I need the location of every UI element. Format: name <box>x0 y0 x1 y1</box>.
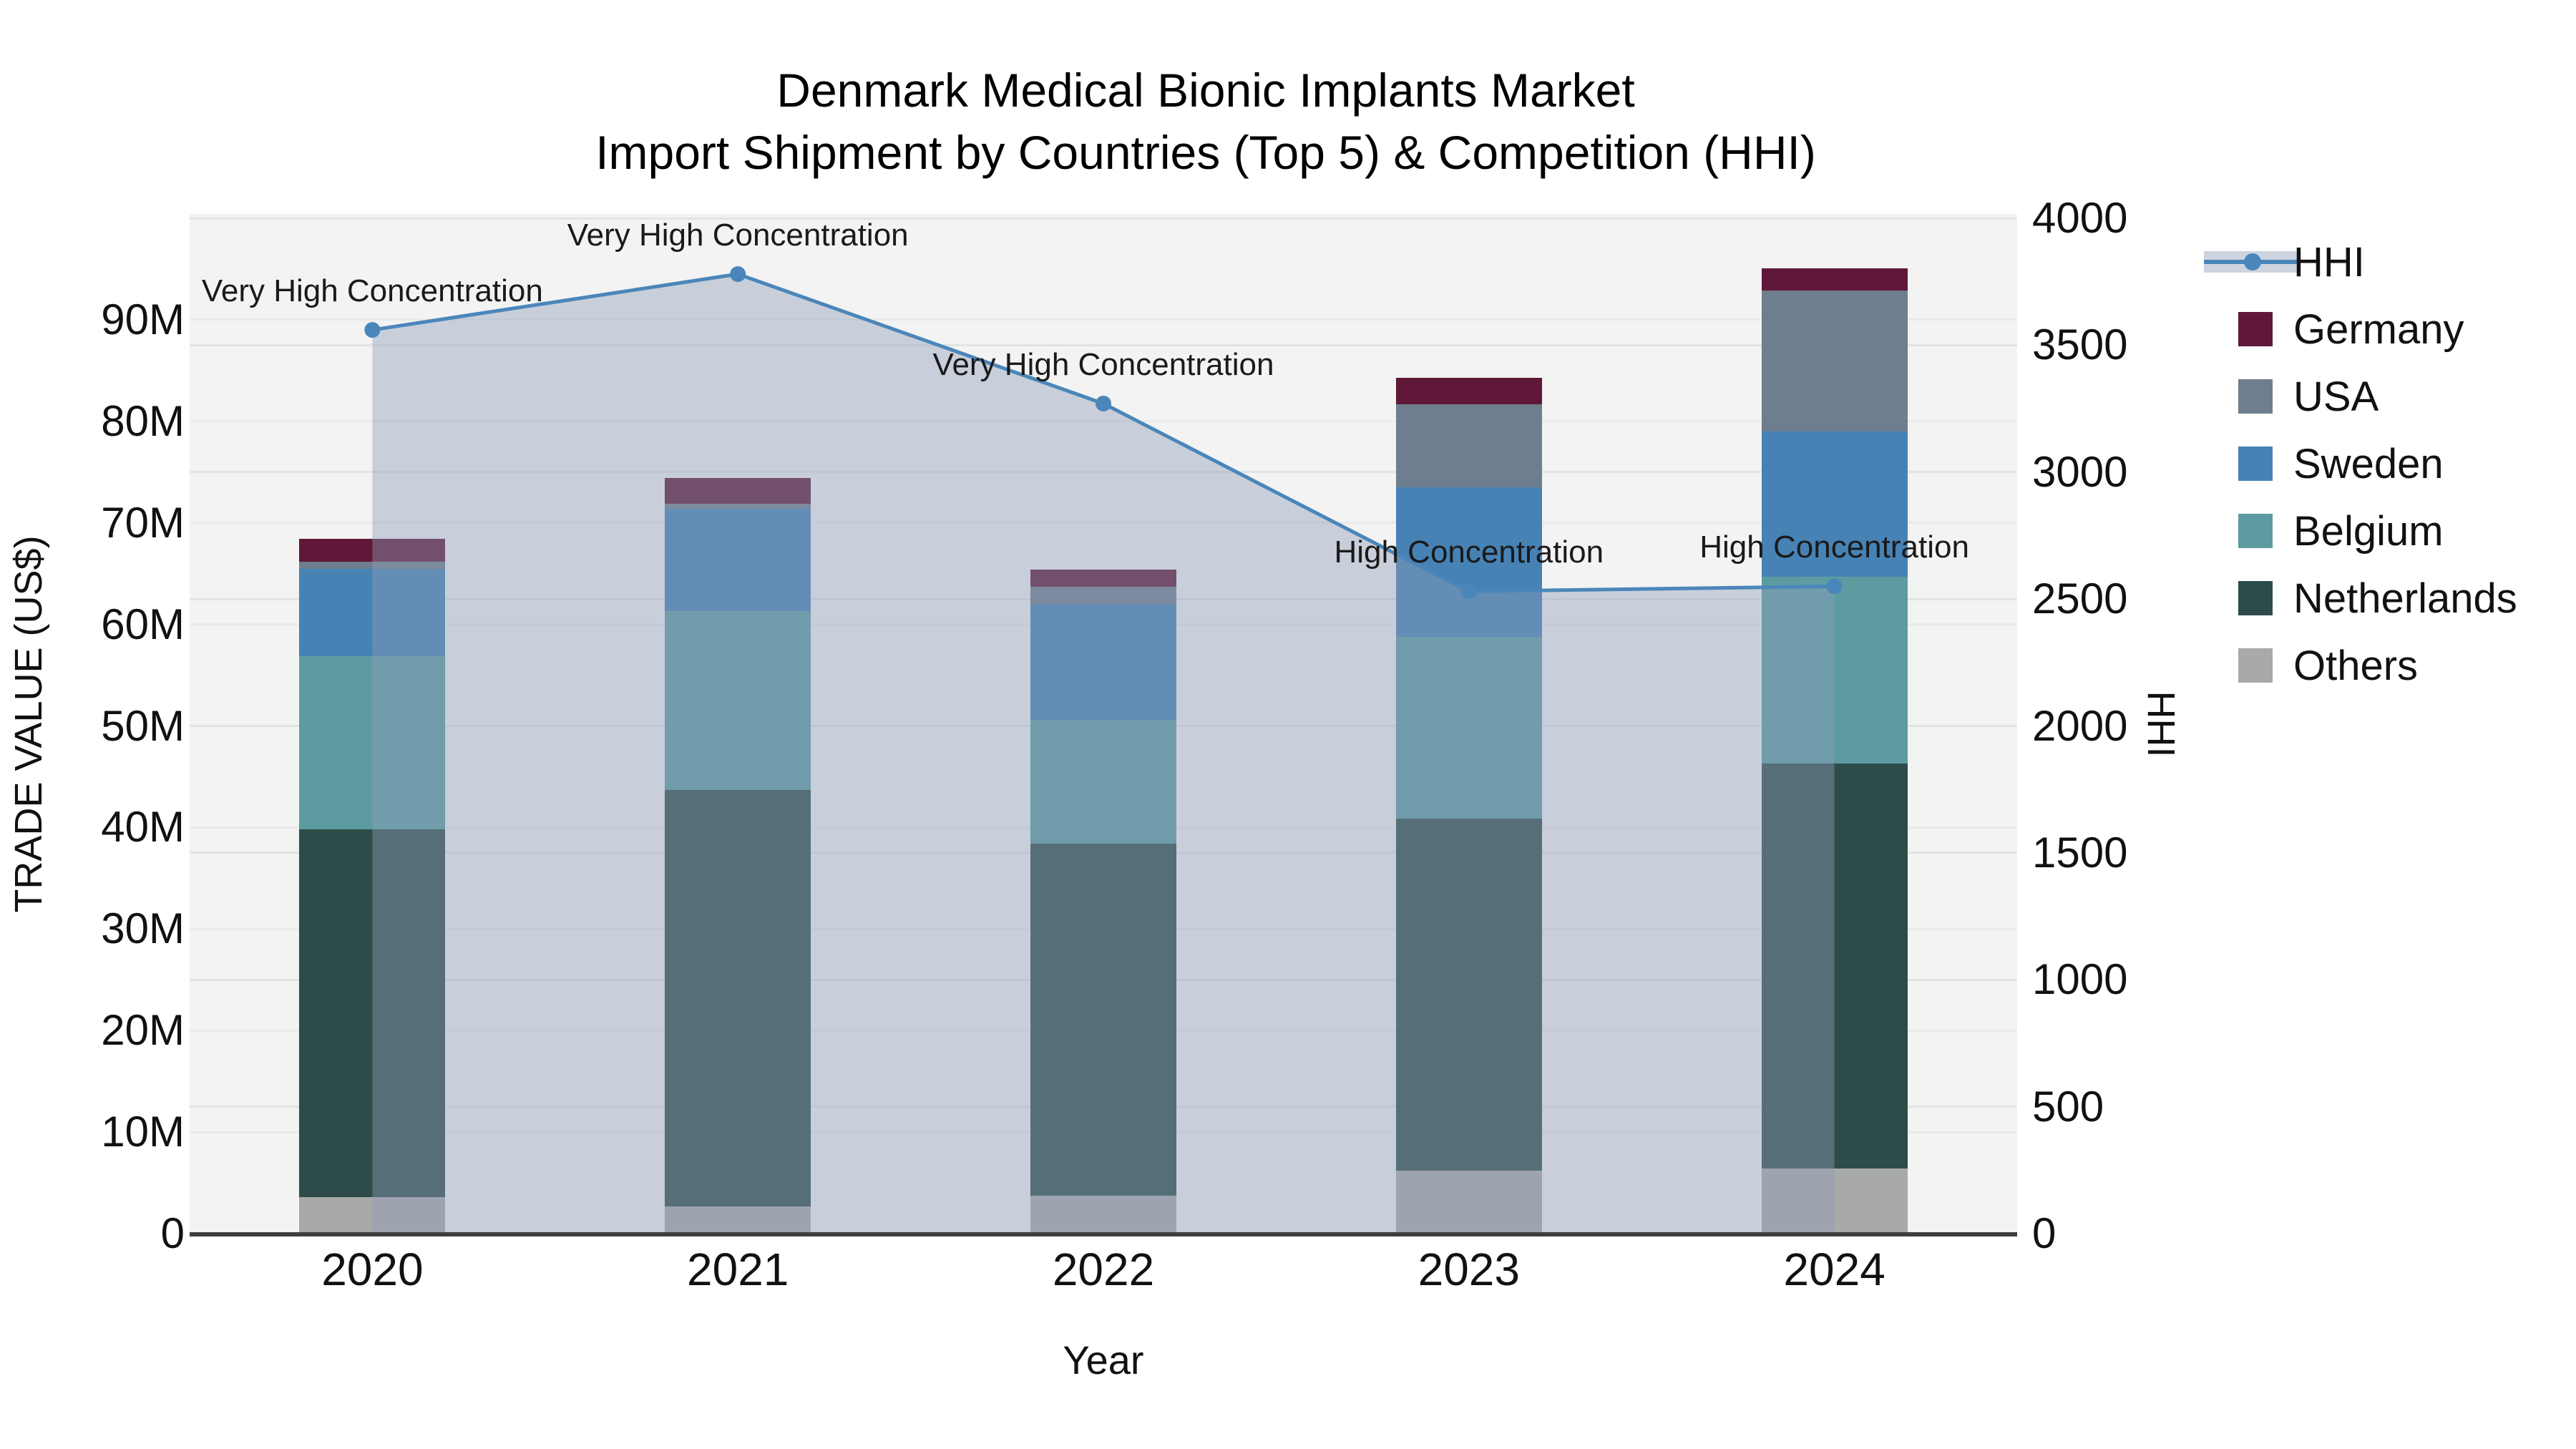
hhi-annotation: Very High Concentration <box>201 273 543 309</box>
bar-segment-sweden <box>299 568 446 656</box>
gridline-left <box>190 318 2017 321</box>
legend-swatch-sweden <box>2238 447 2273 481</box>
y-right-tick-label: 2000 <box>2032 701 2128 750</box>
gridline-right <box>190 471 2017 474</box>
bar-segment-germany <box>1761 268 1908 291</box>
gridline-right <box>190 217 2017 220</box>
x-tick-label: 2020 <box>321 1244 424 1295</box>
legend-swatch-netherlands <box>2238 581 2273 615</box>
legend-swatch-germany <box>2238 312 2273 346</box>
bar-segment-germany <box>299 539 446 562</box>
legend-label: Netherlands <box>2293 575 2517 622</box>
chart-subtitle: Import Shipment by Countries (Top 5) & C… <box>595 126 1816 179</box>
legend-label: USA <box>2293 374 2379 420</box>
bar-segment-sweden <box>665 508 811 612</box>
bar-segment-usa <box>299 561 446 569</box>
y-left-tick-label: 20M <box>101 1006 185 1055</box>
gridline-left <box>190 522 2017 525</box>
legend-item-sweden[interactable]: Sweden <box>2190 439 2562 488</box>
y-left-tick-label: 50M <box>101 701 185 750</box>
y-right-tick-label: 3500 <box>2032 321 2128 369</box>
hhi-annotation: Very High Concentration <box>567 218 909 253</box>
y-left-tick-label: 90M <box>101 295 185 343</box>
bar-segment-belgium <box>1030 719 1176 844</box>
legend-item-usa[interactable]: USA <box>2190 372 2562 421</box>
bar-segment-belgium <box>665 611 811 790</box>
bar-segment-netherlands <box>1030 844 1176 1196</box>
y-right-tick-label: 0 <box>2032 1209 2057 1257</box>
legend-swatch-others <box>2238 648 2273 683</box>
legend-label: HHI <box>2293 239 2365 286</box>
x-tick-label: 2023 <box>1418 1244 1520 1295</box>
y-left-tick-label: 0 <box>160 1209 185 1257</box>
gridline-left <box>190 420 2017 423</box>
bar-segment-netherlands <box>1395 818 1542 1171</box>
bar-segment-others <box>1030 1196 1176 1234</box>
bar-segment-netherlands <box>299 829 446 1197</box>
legend-swatch-belgium <box>2238 514 2273 548</box>
y-left-tick-label: 40M <box>101 803 185 852</box>
y-left-tick-label: 10M <box>101 1108 185 1156</box>
hhi-annotation: Very High Concentration <box>932 346 1274 382</box>
x-axis-line <box>190 1232 2017 1236</box>
y-right-tick-label: 2500 <box>2032 575 2128 623</box>
bar-segment-others <box>1761 1169 1908 1234</box>
bar-segment-others <box>299 1196 446 1234</box>
hhi-annotation: High Concentration <box>1699 530 1969 565</box>
y-right-tick-label: 1500 <box>2032 828 2128 877</box>
hhi-annotation: High Concentration <box>1334 535 1604 570</box>
legend-label: Sweden <box>2293 441 2444 487</box>
bar-segment-usa <box>1761 290 1908 431</box>
bar-segment-germany <box>1030 569 1176 587</box>
y-left-tick-label: 80M <box>101 396 185 445</box>
bar-segment-usa <box>1030 587 1176 605</box>
y-left-tick-label: 60M <box>101 600 185 648</box>
bar-segment-others <box>665 1206 811 1234</box>
legend-item-belgium[interactable]: Belgium <box>2190 507 2562 555</box>
bar-segment-germany <box>665 478 811 504</box>
legend-item-germany[interactable]: Germany <box>2190 305 2562 353</box>
y-right-tick-label: 500 <box>2032 1082 2104 1131</box>
legend-swatch-usa <box>2238 379 2273 414</box>
y-right-tick-label: 1000 <box>2032 955 2128 1004</box>
legend-label: Others <box>2293 643 2419 689</box>
bar-segment-usa <box>665 503 811 509</box>
legend-item-netherlands[interactable]: Netherlands <box>2190 574 2562 623</box>
legend-label: Germany <box>2293 306 2464 353</box>
bar-segment-netherlands <box>1761 763 1908 1169</box>
bar-segment-usa <box>1395 404 1542 488</box>
legend-item-others[interactable]: Others <box>2190 641 2562 690</box>
y-left-tick-label: 30M <box>101 904 185 953</box>
x-tick-label: 2024 <box>1783 1244 1885 1295</box>
bar-segment-netherlands <box>665 789 811 1206</box>
bar-segment-belgium <box>299 655 446 830</box>
x-tick-label: 2022 <box>1052 1244 1155 1295</box>
bar-segment-belgium <box>1761 576 1908 763</box>
x-tick-label: 2021 <box>687 1244 789 1295</box>
y-left-axis-title: TRADE VALUE (US$) <box>7 535 50 913</box>
bar-segment-others <box>1395 1171 1542 1234</box>
y-right-tick-label: 4000 <box>2032 194 2128 242</box>
bar-segment-belgium <box>1395 636 1542 819</box>
legend-label: Belgium <box>2293 508 2444 555</box>
legend-item-hhi[interactable]: HHI <box>2190 238 2562 286</box>
y-right-axis-title: HHI <box>2140 691 2182 758</box>
hhi-marker-swatch <box>2244 253 2261 270</box>
bar-segment-sweden <box>1030 604 1176 720</box>
chart-title: Denmark Medical Bionic Implants Market <box>776 64 1635 117</box>
x-axis-title: Year <box>1063 1337 1144 1382</box>
gridline-right <box>190 343 2017 346</box>
y-right-tick-label: 3000 <box>2032 447 2128 496</box>
bar-segment-germany <box>1395 377 1542 404</box>
y-left-tick-label: 70M <box>101 498 185 547</box>
